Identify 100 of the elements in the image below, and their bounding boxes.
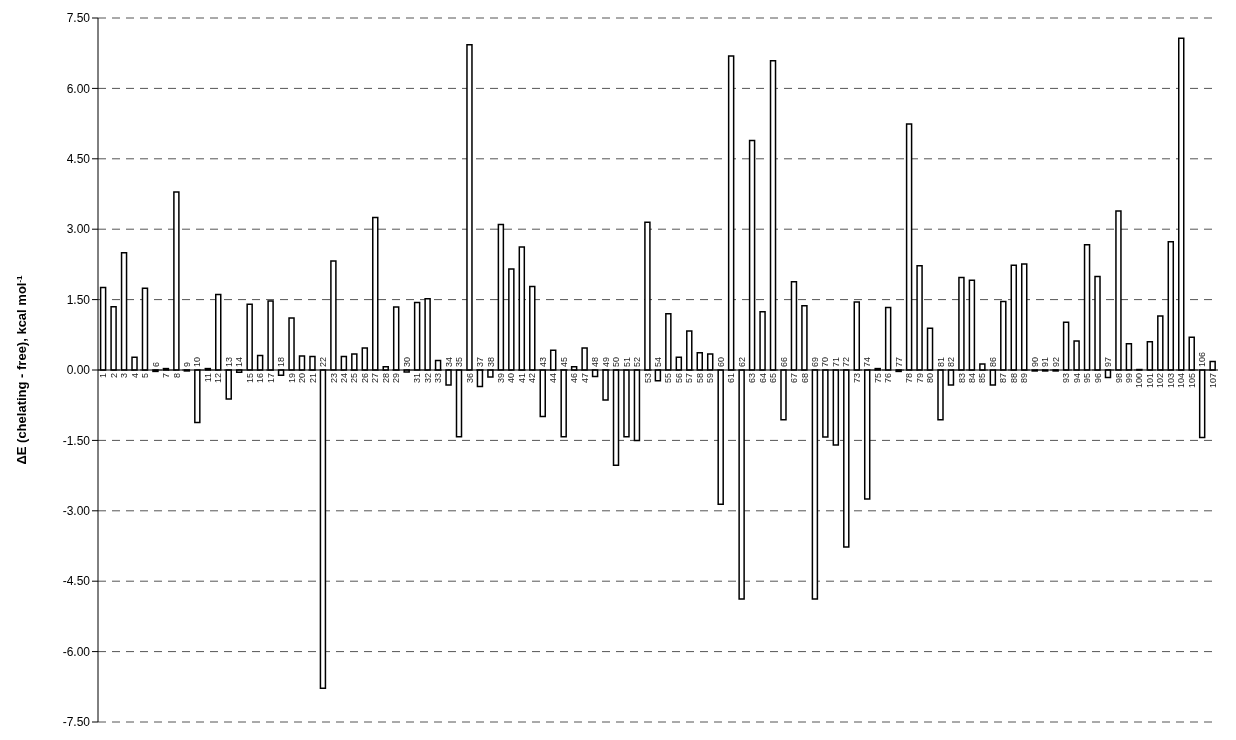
x-tick-label: 9 xyxy=(181,361,192,367)
x-tick-label: 100 xyxy=(1134,373,1145,389)
x-tick-label: 50 xyxy=(611,356,622,367)
x-tick-label: 12 xyxy=(213,373,224,384)
x-tick-label: 37 xyxy=(475,356,486,367)
y-tick-label: 3.00 xyxy=(66,222,91,237)
x-tick-label: 49 xyxy=(600,356,611,367)
y-tick-label: 1.50 xyxy=(66,292,91,307)
x-tick-label: 43 xyxy=(537,356,548,367)
x-tick-label: 66 xyxy=(778,356,789,367)
x-tick-label: 10 xyxy=(192,356,203,367)
y-tick-label: 7.50 xyxy=(66,11,91,26)
x-tick-label: 20 xyxy=(297,373,308,384)
x-tick-label: 39 xyxy=(495,373,506,384)
x-tick-label: 82 xyxy=(946,356,957,367)
x-tick-label: 94 xyxy=(1071,373,1082,384)
x-tick-label: 69 xyxy=(810,356,821,367)
x-tick-label: 46 xyxy=(569,373,580,384)
x-tick-label: 98 xyxy=(1113,373,1124,384)
x-tick-label: 59 xyxy=(705,373,716,384)
x-tick-label: 104 xyxy=(1176,373,1187,389)
x-tick-label: 83 xyxy=(956,373,967,384)
x-tick-label: 1 xyxy=(98,373,109,379)
x-tick-label: 86 xyxy=(987,356,998,367)
x-tick-label: 34 xyxy=(443,356,454,367)
x-tick-label: 38 xyxy=(485,356,496,367)
x-tick-label: 54 xyxy=(653,356,663,367)
x-tick-label: 30 xyxy=(401,356,412,367)
x-tick-label: 96 xyxy=(1092,373,1103,384)
x-tick-label: 73 xyxy=(851,373,862,384)
x-tick-label: 44 xyxy=(548,373,559,384)
x-tick-label: 70 xyxy=(820,356,831,367)
x-tick-label: 27 xyxy=(370,373,381,384)
x-tick-label: 79 xyxy=(914,373,925,384)
x-tick-label: 17 xyxy=(265,373,276,384)
x-tick-label: 6 xyxy=(150,361,161,367)
x-tick-label: 16 xyxy=(255,373,266,384)
x-tick-label: 89 xyxy=(1019,373,1030,384)
x-tick-label: 72 xyxy=(841,356,852,367)
x-tick-label: 67 xyxy=(789,373,800,384)
x-tick-label: 101 xyxy=(1144,373,1155,389)
y-tick-label: -6.00 xyxy=(62,644,91,659)
x-tick-label: 26 xyxy=(359,373,370,384)
x-tick-label: 92 xyxy=(1050,356,1061,367)
x-tick-label: 58 xyxy=(694,373,705,384)
x-tick-label: 65 xyxy=(768,373,779,384)
x-tick-label: 55 xyxy=(663,373,674,384)
y-tick-label: -7.50 xyxy=(62,715,91,730)
x-tick-label: 23 xyxy=(328,373,339,384)
x-tick-label: 102 xyxy=(1155,373,1166,389)
x-tick-label: 15 xyxy=(244,373,255,384)
x-tick-label: 78 xyxy=(904,373,915,384)
y-tick-label: 4.50 xyxy=(66,152,91,167)
y-tick-label: 0.00 xyxy=(66,363,91,378)
x-tick-label: 77 xyxy=(893,356,904,367)
x-tick-label: 35 xyxy=(454,356,465,367)
x-tick-label: 90 xyxy=(1029,356,1040,367)
x-tick-label: 31 xyxy=(412,373,423,384)
x-tick-label: 22 xyxy=(318,356,329,367)
x-tick-label: 29 xyxy=(391,373,402,384)
x-tick-label: 71 xyxy=(830,356,841,367)
x-tick-label: 52 xyxy=(632,356,643,367)
y-tick-label: 6.00 xyxy=(66,81,91,96)
x-tick-label: 28 xyxy=(380,373,391,384)
x-tick-label: 61 xyxy=(726,373,737,384)
x-tick-label: 36 xyxy=(464,373,475,384)
x-tick-label: 103 xyxy=(1165,373,1176,389)
x-tick-label: 93 xyxy=(1061,373,1072,384)
x-tick-label: 51 xyxy=(621,356,632,367)
x-tick-label: 95 xyxy=(1082,373,1093,384)
x-tick-label: 99 xyxy=(1124,373,1135,384)
x-tick-label: 76 xyxy=(883,373,894,384)
x-tick-label: 19 xyxy=(286,373,297,384)
x-tick-label: 41 xyxy=(516,373,527,384)
x-tick-label: 87 xyxy=(998,373,1009,384)
x-tick-label: 106 xyxy=(1197,351,1208,367)
y-tick-label: -3.00 xyxy=(62,504,91,519)
x-tick-label: 91 xyxy=(1040,356,1051,367)
x-tick-label: 80 xyxy=(925,373,936,384)
x-tick-label: 105 xyxy=(1186,373,1197,389)
x-tick-label: 18 xyxy=(276,356,287,367)
x-tick-label: 33 xyxy=(433,373,444,384)
x-tick-label: 40 xyxy=(506,373,517,384)
x-tick-label: 4 xyxy=(129,373,140,379)
x-tick-label: 11 xyxy=(202,373,213,383)
x-tick-label: 62 xyxy=(736,356,747,367)
x-tick-label: 2 xyxy=(108,373,119,379)
x-tick-label: 53 xyxy=(642,373,653,384)
x-tick-label: 8 xyxy=(171,373,182,379)
x-tick-label: 75 xyxy=(872,373,883,384)
x-tick-label: 32 xyxy=(422,373,433,384)
x-tick-label: 74 xyxy=(862,356,873,367)
x-tick-label: 107 xyxy=(1207,373,1218,389)
y-tick-label: -1.50 xyxy=(62,433,91,448)
x-tick-label: 25 xyxy=(349,373,360,384)
x-tick-label: 42 xyxy=(527,373,538,384)
x-tick-label: 63 xyxy=(747,373,758,384)
x-tick-label: 68 xyxy=(799,373,810,384)
x-tick-label: 48 xyxy=(590,356,601,367)
y-tick-label: -4.50 xyxy=(62,574,91,589)
